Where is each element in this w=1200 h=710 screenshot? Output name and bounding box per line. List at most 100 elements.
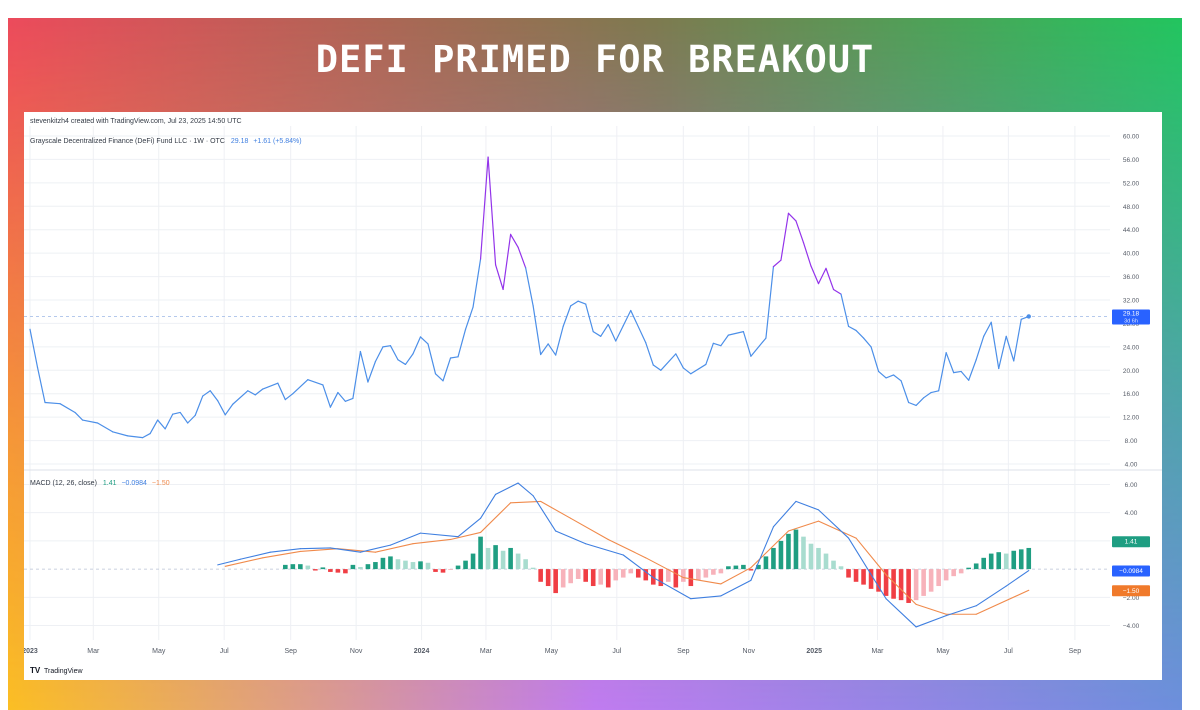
time-tick-label: May (545, 648, 559, 655)
price-line-segment (322, 384, 331, 408)
price-line-segment (540, 343, 549, 356)
signal-line-segment (224, 557, 264, 567)
price-line-segment (652, 364, 662, 371)
macd-tick-label: −4.00 (1123, 623, 1140, 630)
price-line-segment (547, 343, 557, 356)
price-line-segment (442, 357, 452, 382)
price-line-segment (284, 393, 294, 401)
price-line-segment (427, 343, 437, 375)
signal-line-segment (787, 520, 820, 532)
macd-histogram-bar (913, 569, 919, 601)
price-line-segment (494, 264, 504, 291)
macd-histogram-bar (786, 533, 791, 570)
price-line-segment (74, 411, 84, 421)
signal-line-segment (570, 517, 609, 541)
macd-line-segment (495, 482, 519, 495)
macd-line-segment (795, 500, 820, 511)
price-tick-label: 32.00 (1123, 298, 1140, 305)
macd-histogram-bar (328, 569, 333, 572)
price-line-segment (900, 380, 910, 404)
macd-histogram-bar (958, 569, 964, 574)
price-line-segment (157, 419, 166, 430)
price-line-segment (412, 336, 422, 355)
macd-histogram-bar (598, 569, 604, 585)
macd-histogram-bar (973, 563, 979, 570)
macd-histogram-bar (1026, 547, 1032, 570)
price-line-segment (645, 342, 654, 366)
price-tick-label: 60.00 (1123, 134, 1140, 141)
signal-value-badge-label: −1.50 (1123, 588, 1140, 595)
macd-line-segment (555, 530, 587, 545)
price-line-segment (187, 414, 196, 424)
macd-line-segment (772, 500, 797, 528)
macd-histogram-bar (388, 556, 393, 570)
macd-histogram-bar (808, 543, 814, 570)
macd-histogram-bar (643, 569, 649, 581)
price-line-segment (570, 300, 579, 307)
price-line-segment (262, 382, 279, 390)
price-line-segment (990, 321, 1000, 370)
macd-legend-signal: −1.50 (152, 480, 170, 487)
macd-line-segment (480, 493, 497, 519)
macd-histogram-bar (538, 569, 543, 582)
signal-line-segment (750, 530, 790, 569)
price-line-segment (359, 350, 369, 383)
price-line-segment (112, 431, 129, 437)
macd-histogram-bar (771, 547, 776, 570)
macd-line-segment (750, 526, 774, 581)
macd-histogram-bar (718, 569, 724, 574)
macd-histogram-bar (583, 569, 589, 582)
signal-line-segment (337, 548, 376, 553)
macd-line-segment (652, 577, 692, 600)
macd-legend-macd: −0.0984 (121, 480, 147, 487)
macd-histogram-bar (350, 564, 356, 570)
macd-histogram-bar (590, 569, 596, 587)
countdown-label: 3d 6h (1124, 319, 1138, 325)
histogram-value-badge (1112, 536, 1150, 548)
price-line-segment (705, 342, 714, 366)
macd-line-segment (457, 517, 482, 538)
price-tick-label: 24.00 (1123, 344, 1140, 351)
price-line-segment (607, 324, 617, 342)
signal-line-segment (607, 538, 647, 559)
macd-line-segment (419, 532, 459, 538)
price-tick-label: 48.00 (1123, 204, 1140, 211)
macd-histogram-bar (936, 569, 941, 587)
price-line-segment (600, 324, 609, 337)
macd-histogram-bar (320, 567, 326, 570)
price-line-segment (817, 267, 827, 285)
time-tick-label: Nov (743, 648, 756, 655)
price-line-segment (938, 352, 947, 392)
macd-histogram-bar (928, 569, 934, 592)
price-line-segment (434, 373, 444, 382)
price-tick-label: 52.00 (1123, 180, 1140, 187)
price-line-segment (983, 321, 992, 337)
price-line-segment (622, 309, 632, 327)
price-line-segment (36, 366, 46, 404)
price-line-segment (727, 331, 744, 336)
axes: 2023 Mar May Jul Sep Nov 2024 Mar May Jul Sep Nov 20… (24, 134, 1150, 655)
price-line-segment (945, 352, 955, 374)
price-line-segment (247, 390, 256, 396)
price-line-segment (517, 246, 527, 269)
macd-histogram-bar (298, 564, 303, 570)
macd-histogram-bar (373, 562, 378, 570)
price-line-segment (862, 337, 872, 348)
price-line-segment (592, 331, 602, 337)
price-line-segment (479, 156, 489, 260)
macd-line-segment (1005, 569, 1030, 587)
macd-histogram-bar (831, 560, 836, 570)
macd-histogram-bar (778, 540, 784, 570)
macd-pane (217, 482, 1032, 628)
macd-histogram-bar (921, 569, 926, 596)
macd-histogram-bar (996, 552, 1002, 570)
macd-line-segment (622, 554, 654, 579)
macd-histogram-bar (853, 569, 859, 582)
macd-line-segment (585, 543, 624, 556)
macd-histogram-bar (493, 545, 498, 570)
price-line-segment (172, 411, 181, 415)
price-line-segment (367, 360, 377, 383)
symbol-name: Grayscale Decentralized Finance (DeFi) F… (30, 138, 225, 145)
price-line-segment (404, 353, 414, 366)
price-line-segment (847, 325, 857, 332)
